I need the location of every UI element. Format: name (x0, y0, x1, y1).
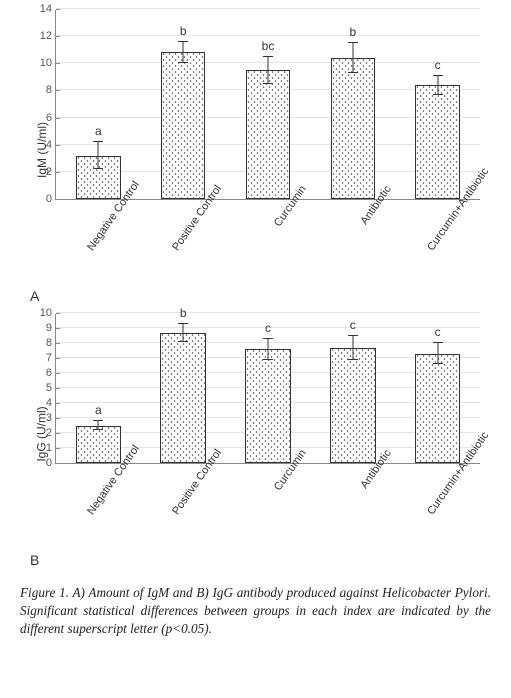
significance-label: b (349, 25, 356, 39)
error-cap (348, 42, 358, 43)
error-cap (433, 75, 443, 76)
error-cap (93, 141, 103, 142)
error-bar (98, 142, 99, 169)
error-cap (433, 94, 443, 95)
error-cap (263, 338, 273, 339)
chart-a-xlabels: Negative ControlPositive ControlCurcumin… (55, 200, 480, 290)
chart-a: IgM (U/ml) 02468101214abbcbc Negative Co… (10, 10, 501, 290)
ytick-label: 14 (40, 3, 56, 15)
bars-wrap: abbcbc (56, 10, 480, 199)
error-bar (437, 343, 438, 364)
ytick-label: 10 (40, 57, 56, 69)
ytick-label: 8 (46, 84, 56, 96)
chart-b-area: 012345678910abccc (55, 314, 480, 464)
significance-label: c (265, 321, 271, 335)
chart-b: IgG (U/ml) 012345678910abccc Negative Co… (10, 314, 501, 554)
gridline (56, 8, 480, 9)
ytick-label: 1 (46, 442, 56, 454)
error-bar (267, 339, 268, 360)
significance-label: b (180, 24, 187, 38)
ytick-label: 5 (46, 382, 56, 394)
error-cap (433, 342, 443, 343)
ytick-label: 7 (46, 352, 56, 364)
error-cap (93, 429, 103, 430)
error-cap (348, 359, 358, 360)
chart-b-xlabels: Negative ControlPositive ControlCurcumin… (55, 464, 480, 554)
error-bar (352, 336, 353, 360)
bar (246, 70, 290, 199)
bar (415, 85, 459, 199)
error-cap (263, 359, 273, 360)
bar-group: b (145, 52, 221, 199)
error-cap (263, 83, 273, 84)
error-cap (93, 168, 103, 169)
error-cap (348, 335, 358, 336)
error-bar (352, 43, 353, 73)
ytick-label: 3 (46, 412, 56, 424)
panel-letter-a: A (30, 288, 501, 304)
error-bar (183, 42, 184, 64)
bar-group: bc (230, 70, 306, 199)
significance-label: c (435, 58, 441, 72)
bar (415, 354, 461, 464)
ytick-label: 12 (40, 30, 56, 42)
significance-label: b (180, 306, 187, 320)
bar (76, 426, 122, 464)
bar (160, 333, 206, 464)
figure-caption: Figure 1. A) Amount of IgM and B) IgG an… (10, 578, 501, 637)
bar (331, 58, 375, 199)
bars-wrap: a b c c c (56, 314, 480, 463)
ytick-label: 2 (46, 427, 56, 439)
ytick-label: 8 (46, 337, 56, 349)
error-cap (178, 62, 188, 63)
error-bar (267, 57, 268, 84)
bar-group: b (315, 58, 391, 199)
gridline (56, 312, 480, 313)
chart-a-area: 02468101214abbcbc (55, 10, 480, 200)
significance-label: c (435, 325, 441, 339)
significance-label: c (350, 318, 356, 332)
ytick-label: 10 (40, 307, 56, 319)
error-cap (263, 56, 273, 57)
bar (161, 52, 205, 199)
ytick-label: 4 (46, 397, 56, 409)
ytick-label: 6 (46, 112, 56, 124)
significance-label: a (95, 124, 102, 138)
ytick-label: 6 (46, 367, 56, 379)
bar-group: b (145, 333, 221, 464)
error-cap (348, 72, 358, 73)
bar (330, 348, 376, 464)
panel-letter-b: B (30, 552, 501, 568)
error-cap (178, 341, 188, 342)
error-bar (183, 324, 184, 342)
error-cap (93, 420, 103, 421)
error-bar (437, 76, 438, 95)
error-cap (178, 323, 188, 324)
significance-label: bc (262, 39, 275, 53)
ytick-label: 4 (46, 139, 56, 151)
significance-label: a (95, 403, 102, 417)
error-cap (178, 41, 188, 42)
error-cap (433, 363, 443, 364)
bar (245, 349, 291, 463)
ytick-label: 2 (46, 166, 56, 178)
ytick-label: 9 (46, 322, 56, 334)
